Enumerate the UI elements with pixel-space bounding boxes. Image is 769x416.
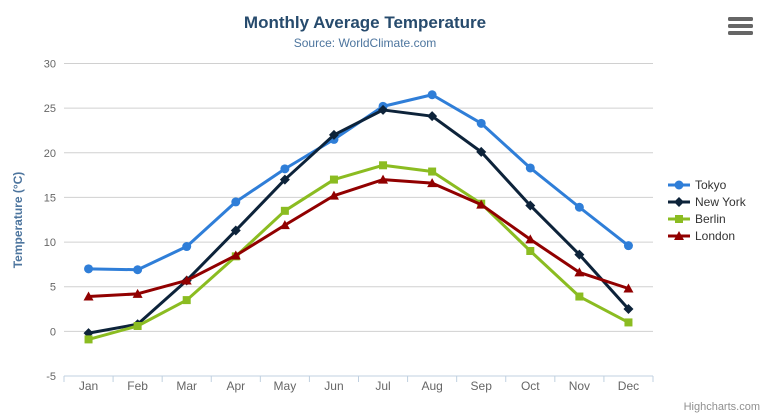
triangle-marker-icon[interactable] bbox=[328, 190, 339, 200]
chart-title: Monthly Average Temperature bbox=[243, 13, 487, 32]
square-marker-icon[interactable] bbox=[280, 206, 289, 215]
square-marker-icon[interactable] bbox=[624, 318, 633, 327]
circle-marker-icon[interactable] bbox=[525, 163, 535, 173]
circle-marker-icon[interactable] bbox=[427, 90, 437, 100]
y-axis-label: 25 bbox=[44, 103, 56, 115]
menu-bar bbox=[728, 24, 753, 28]
y-axis-title: Temperature (°C) bbox=[11, 172, 25, 269]
menu-bar bbox=[728, 31, 753, 35]
x-axis-label: Nov bbox=[569, 379, 590, 393]
triangle-marker-icon[interactable] bbox=[230, 250, 241, 260]
square-marker-icon bbox=[675, 214, 683, 223]
triangle-marker-icon[interactable] bbox=[181, 275, 192, 285]
circle-marker-icon[interactable] bbox=[133, 265, 143, 275]
square-marker-icon[interactable] bbox=[133, 322, 142, 330]
triangle-marker-icon[interactable] bbox=[476, 199, 487, 209]
legend-label: New York bbox=[695, 194, 746, 209]
square-marker-icon[interactable] bbox=[575, 292, 584, 301]
chart-subtitle: Source: WorldClimate.com bbox=[293, 36, 437, 50]
menu-bar bbox=[728, 17, 753, 21]
triangle-marker-icon[interactable] bbox=[623, 283, 634, 293]
circle-marker-icon bbox=[674, 180, 684, 189]
series-line-berlin bbox=[88, 163, 630, 341]
circle-marker-icon[interactable] bbox=[280, 164, 290, 174]
diamond-marker-icon[interactable] bbox=[623, 304, 634, 315]
x-axis-label: Aug bbox=[421, 379, 442, 393]
y-axis-label: 20 bbox=[44, 148, 56, 160]
circle-marker-icon[interactable] bbox=[231, 197, 241, 207]
diamond-marker-icon[interactable] bbox=[525, 200, 536, 211]
diamond-marker-icon[interactable] bbox=[378, 104, 389, 115]
triangle-marker-icon[interactable] bbox=[525, 234, 536, 244]
legend-diamond-icon bbox=[668, 196, 690, 207]
x-axis-label: Jul bbox=[375, 379, 390, 393]
legend-triangle-icon bbox=[668, 230, 690, 240]
legend: Tokyo New York Berlin London bbox=[668, 176, 746, 244]
y-axis-label: 10 bbox=[44, 237, 56, 249]
gridlines bbox=[64, 63, 653, 377]
legend-label: Tokyo bbox=[695, 177, 727, 192]
circle-marker-icon[interactable] bbox=[84, 264, 94, 274]
legend-item-tokyo[interactable]: Tokyo bbox=[668, 176, 746, 193]
axes: -5 0 5 10 15 20 25 30 Jan Feb Mar Apr May Jun Jul Aug Se… bbox=[44, 59, 654, 393]
diamond-marker-icon[interactable] bbox=[328, 129, 339, 140]
diamond-marker-icon[interactable] bbox=[476, 146, 487, 157]
square-marker-icon[interactable] bbox=[379, 161, 388, 170]
x-axis-label: Apr bbox=[226, 379, 245, 393]
triangle-marker-icon bbox=[674, 230, 684, 240]
series-line-new-york bbox=[88, 108, 630, 335]
circle-marker-icon[interactable] bbox=[574, 202, 584, 212]
triangle-marker-icon[interactable] bbox=[132, 288, 143, 298]
triangle-marker-icon[interactable] bbox=[574, 267, 585, 277]
legend-circle-icon bbox=[668, 180, 690, 189]
legend-item-new-york[interactable]: New York bbox=[668, 193, 746, 210]
x-axis-label: Jan bbox=[79, 379, 98, 393]
square-marker-icon[interactable] bbox=[428, 167, 437, 176]
circle-marker-icon[interactable] bbox=[623, 241, 633, 251]
x-axis-label: Mar bbox=[176, 379, 197, 393]
diamond-marker-icon bbox=[674, 196, 684, 207]
triangle-marker-icon[interactable] bbox=[83, 291, 94, 301]
circle-marker-icon[interactable] bbox=[476, 118, 486, 128]
legend-label: Berlin bbox=[695, 211, 726, 226]
x-axis-label: Dec bbox=[618, 379, 639, 393]
series-line-london bbox=[88, 178, 629, 299]
triangle-marker-icon[interactable] bbox=[427, 178, 438, 188]
x-axis-label: Sep bbox=[471, 379, 493, 393]
circle-marker-icon[interactable] bbox=[182, 242, 192, 252]
y-axis-label: 15 bbox=[44, 192, 56, 204]
y-axis-label: 30 bbox=[44, 59, 56, 71]
square-marker-icon[interactable] bbox=[84, 335, 93, 344]
x-axis-label: Feb bbox=[127, 379, 148, 393]
y-axis-label: 0 bbox=[50, 326, 56, 338]
x-axis-label: May bbox=[274, 379, 297, 393]
hamburger-menu-icon[interactable] bbox=[728, 17, 753, 35]
legend-label: London bbox=[695, 228, 736, 243]
x-axis-label: Jun bbox=[324, 379, 343, 393]
legend-item-london[interactable]: London bbox=[668, 227, 746, 244]
legend-item-berlin[interactable]: Berlin bbox=[668, 210, 746, 227]
y-axis-label: 5 bbox=[50, 282, 56, 294]
legend-square-icon bbox=[668, 214, 690, 223]
credits-link[interactable]: Highcharts.com bbox=[683, 401, 760, 413]
diamond-marker-icon[interactable] bbox=[427, 111, 438, 122]
square-marker-icon[interactable] bbox=[329, 175, 338, 184]
y-axis-label: -5 bbox=[46, 371, 56, 383]
square-marker-icon[interactable] bbox=[182, 296, 191, 305]
triangle-marker-icon[interactable] bbox=[378, 174, 389, 184]
series-layer bbox=[83, 90, 634, 344]
x-axis-label: Oct bbox=[521, 379, 540, 393]
diamond-marker-icon[interactable] bbox=[574, 249, 585, 260]
diamond-marker-icon[interactable] bbox=[230, 225, 241, 236]
triangle-marker-icon[interactable] bbox=[279, 220, 290, 230]
square-marker-icon[interactable] bbox=[526, 247, 535, 255]
diamond-marker-icon[interactable] bbox=[279, 174, 290, 185]
